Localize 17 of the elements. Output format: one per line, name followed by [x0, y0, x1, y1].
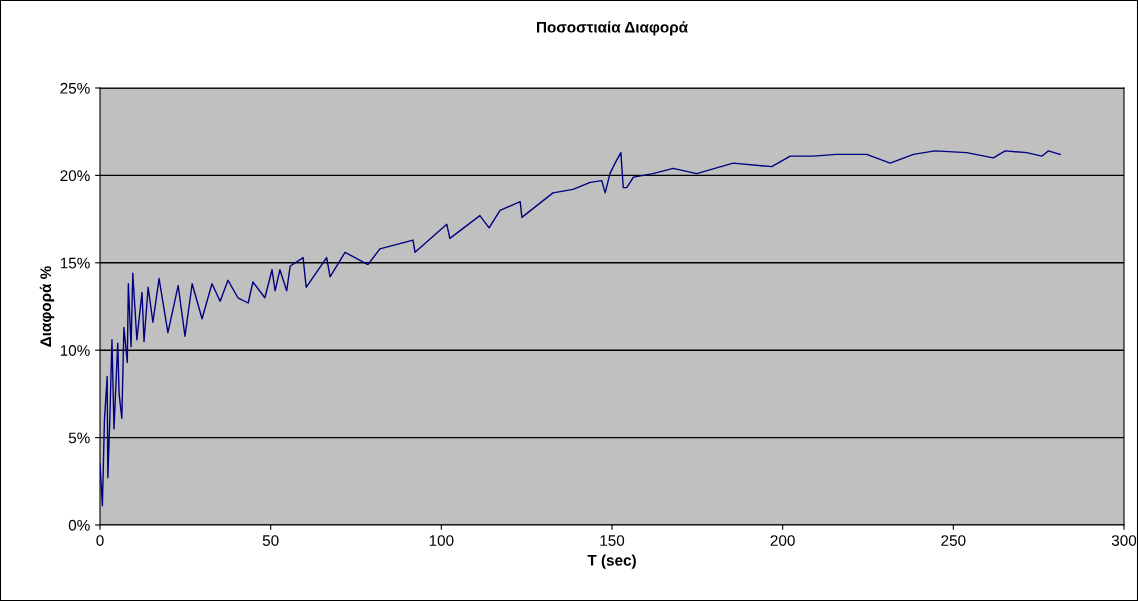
x-tick-label: 50	[262, 535, 279, 546]
x-tick-label: 150	[600, 535, 625, 546]
x-tick-label: 0	[96, 535, 104, 546]
x-axis-title: T (sec)	[587, 554, 636, 569]
y-tick-label: 15%	[60, 257, 90, 269]
y-tick-label: 0%	[68, 519, 90, 531]
y-tick-label: 20%	[60, 170, 90, 182]
y-axis-title: Διαφορά %	[39, 266, 55, 347]
x-tick-label: 300	[1111, 535, 1137, 546]
line-series	[100, 150, 1061, 507]
chart-title: Ποσοστιαία Διαφορά	[536, 21, 688, 36]
y-tick-label: 5%	[68, 432, 90, 444]
x-tick-label: 200	[770, 535, 795, 546]
y-tick-label: 25%	[60, 82, 90, 94]
y-tick-label: 10%	[60, 345, 90, 356]
x-tick-label: 250	[941, 535, 966, 546]
x-tick-label: 100	[429, 535, 454, 546]
